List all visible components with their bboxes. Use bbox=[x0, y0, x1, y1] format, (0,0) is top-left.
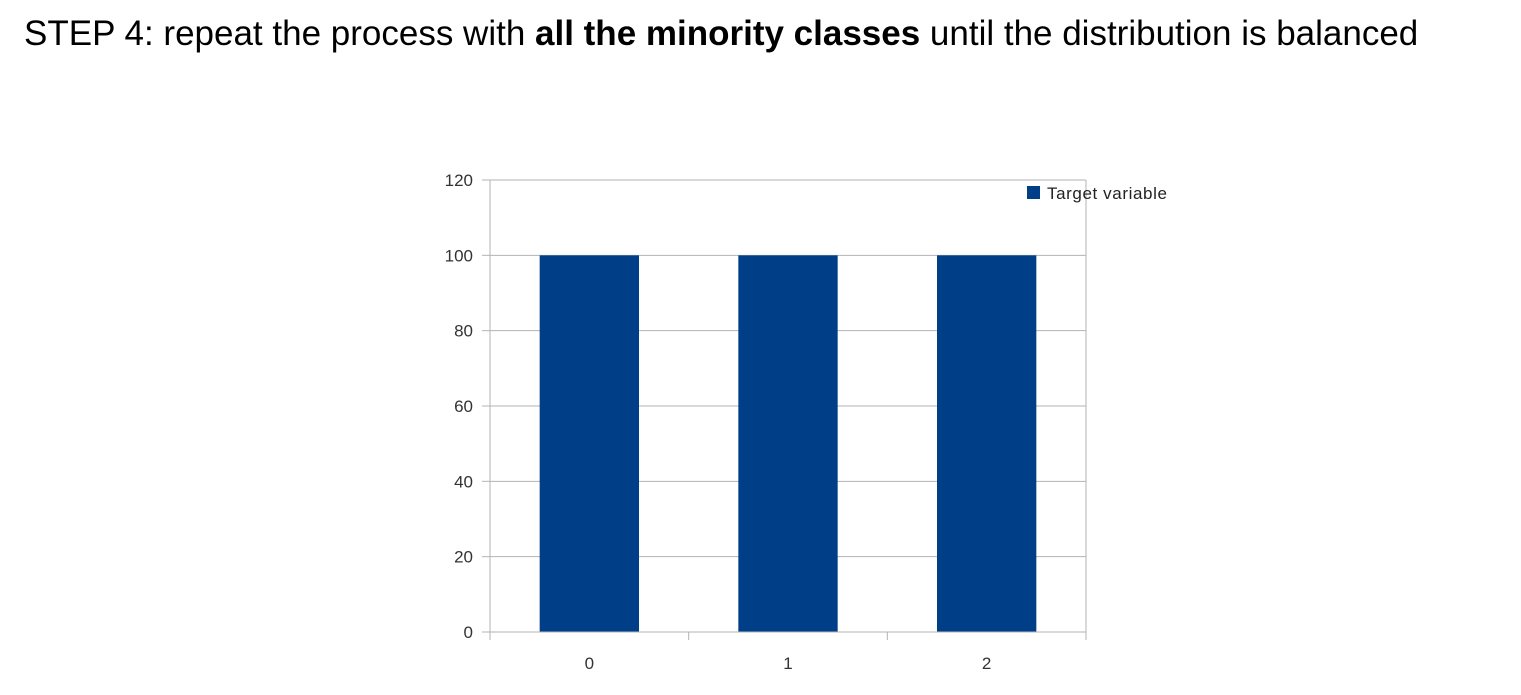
x-tick-label: 0 bbox=[585, 654, 594, 673]
slide-heading: STEP 4: repeat the process with all the … bbox=[24, 12, 1418, 56]
x-tick-label: 2 bbox=[982, 654, 991, 673]
legend: Target variable bbox=[1027, 184, 1168, 203]
heading-suffix: until the distribution is balanced bbox=[920, 14, 1419, 53]
heading-emphasis: all the minority classes bbox=[535, 14, 921, 53]
x-tick-label: 1 bbox=[783, 654, 792, 673]
bar-0 bbox=[539, 255, 639, 633]
bars bbox=[539, 255, 1037, 633]
y-tick-label: 0 bbox=[464, 623, 473, 642]
legend-label: Target variable bbox=[1047, 184, 1168, 203]
y-tick-label: 60 bbox=[454, 397, 473, 416]
heading-prefix: STEP 4: repeat the process with bbox=[24, 14, 536, 53]
bar-1 bbox=[738, 255, 838, 633]
y-tick-label: 80 bbox=[454, 322, 473, 341]
axes bbox=[482, 179, 1087, 640]
bar-2 bbox=[937, 255, 1037, 633]
y-tick-label: 20 bbox=[454, 548, 473, 567]
x-tick-labels: 0 1 2 bbox=[585, 654, 992, 673]
y-tick-label: 40 bbox=[454, 472, 473, 491]
y-tick-labels: 0 20 40 60 80 100 120 bbox=[445, 171, 473, 642]
y-tick-label: 100 bbox=[445, 246, 473, 265]
legend-swatch bbox=[1027, 186, 1040, 199]
y-tick-label: 120 bbox=[445, 171, 473, 190]
